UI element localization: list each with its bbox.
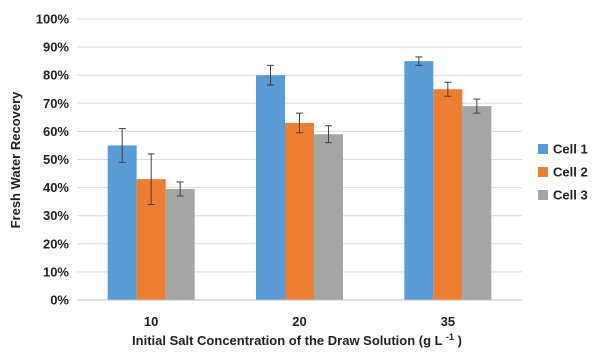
- legend-item-cell-1: Cell 1: [538, 142, 588, 157]
- y-tick-label: 80%: [43, 68, 69, 83]
- bar-cell-3-10: [165, 189, 195, 300]
- y-tick-label: 40%: [43, 180, 69, 195]
- bar-cell-3-35: [462, 106, 492, 300]
- bar-cell-3-20: [314, 134, 343, 300]
- x-axis-title: Initial Salt Concentration of the Draw S…: [132, 328, 462, 348]
- legend-swatch: [538, 167, 548, 177]
- error-bars: [118, 56, 481, 205]
- x-tick-label: 35: [441, 314, 455, 329]
- error-bar-cell-1-20: [267, 64, 274, 86]
- error-bar-cell-2-10: [147, 153, 155, 205]
- error-bar-cell-3-10: [176, 181, 184, 197]
- bar-cell-1-20: [256, 75, 285, 300]
- bar-cell-1-10: [107, 145, 137, 300]
- x-tick-labels: 10 20 35: [144, 314, 455, 329]
- legend-swatch: [538, 144, 548, 154]
- y-tick-label: 100%: [36, 12, 70, 27]
- error-bar-cell-1-10: [118, 128, 126, 163]
- x-tick-label: 10: [144, 314, 158, 329]
- error-bar-cell-3-35: [473, 98, 481, 114]
- legend-swatch: [538, 190, 548, 200]
- error-bar-cell-2-35: [444, 81, 452, 97]
- legend-label: Cell 2: [553, 165, 588, 180]
- legend-label: Cell 3: [553, 188, 588, 203]
- bar-cell-2-20: [285, 122, 314, 300]
- bar-cell-2-35: [433, 89, 463, 300]
- y-tick-label: 60%: [43, 124, 69, 139]
- x-tick-label: 20: [292, 314, 306, 329]
- x-axis-title-superscript: -1: [446, 332, 454, 342]
- error-bar-cell-3-20: [325, 125, 332, 144]
- x-axis-title-main: Initial Salt Concentration of the Draw S…: [132, 333, 443, 348]
- error-bar-cell-1-35: [415, 56, 423, 66]
- bars: [107, 61, 492, 301]
- legend-label: Cell 1: [553, 142, 588, 157]
- y-tick-label: 70%: [43, 96, 69, 111]
- bar-cell-1-35: [404, 61, 434, 301]
- error-bar-cell-2-20: [296, 112, 303, 134]
- legend-item-cell-3: Cell 3: [538, 188, 588, 203]
- legend: Cell 1 Cell 2 Cell 3: [538, 142, 588, 203]
- y-tick-label: 30%: [43, 208, 69, 223]
- y-tick-label: 90%: [43, 40, 69, 55]
- y-tick-label: 0%: [50, 293, 69, 308]
- x-axis-title-suffix: ): [458, 333, 462, 348]
- y-tick-label: 50%: [43, 152, 69, 167]
- legend-item-cell-2: Cell 2: [538, 165, 588, 180]
- y-tick-label: 10%: [43, 264, 69, 279]
- y-axis-title: Fresh Water Recovery: [8, 91, 23, 229]
- y-tick-labels: 0% 10% 20% 30% 40% 50% 60% 70% 80% 90% 100%: [36, 12, 70, 308]
- y-tick-label: 20%: [43, 236, 69, 251]
